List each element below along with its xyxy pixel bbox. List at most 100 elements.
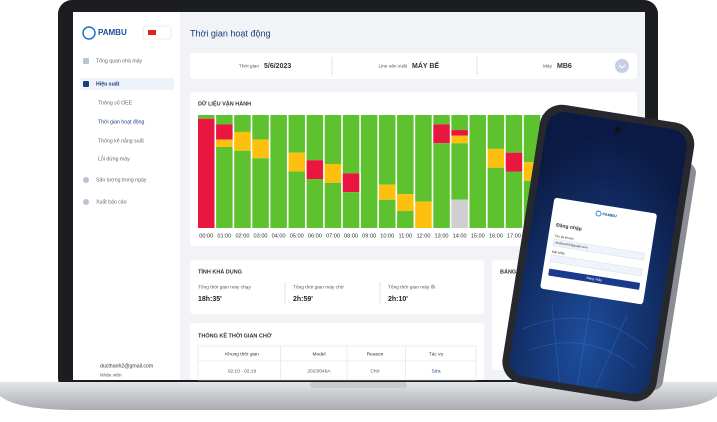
status-segment [415,201,432,228]
stat-value: 18h:35' [198,296,222,303]
status-segment [451,143,468,200]
status-segment [198,118,215,228]
status-segment [433,115,450,125]
filter-label: Line sản xuất [378,63,407,69]
status-segment [397,194,414,212]
stat-value: 2h:10' [388,296,408,303]
login-heading: Đăng nhập [556,222,582,232]
hour-label: 13:00 [435,233,449,239]
sidebar: PAMBU Tổng quan nhà máy Hiệu suất Thông số… [73,12,180,380]
status-segment [288,152,305,172]
language-select[interactable] [142,25,172,40]
filter-value[interactable]: 5/6/2023 [264,63,291,70]
hour-label: 01:00 [217,233,231,239]
status-segment [487,167,505,228]
hour-label: 14:00 [453,233,467,239]
hour-label: 11:00 [399,233,413,239]
stat-label: Tổng thời gian máy chờ [293,283,344,290]
sidebar-bg [73,12,180,380]
username-input[interactable] [552,238,646,261]
hour-label: 05:00 [290,233,304,239]
stat-value: 2h:59' [293,296,313,303]
status-segment [397,115,414,195]
column-header: Model [312,351,325,357]
menu-icon [83,58,89,64]
table-cell[interactable]: Sửa [431,367,440,374]
user-email: ducthanh2@gmail.com [100,363,153,369]
status-segment [379,115,396,185]
submenu-item[interactable]: Thời gian hoạt động [98,119,144,125]
status-segment [216,124,233,140]
status-segment [216,139,233,148]
menu-active-bg [80,78,174,90]
status-segment [306,115,324,161]
status-segment [451,199,468,228]
status-segment [433,124,450,144]
status-segment [451,115,468,131]
status-segment [487,148,505,168]
password-input[interactable] [550,254,643,277]
filter-value[interactable]: MÁY BẾ [412,60,439,70]
camera [614,126,621,133]
status-segment [234,131,251,151]
status-segment [324,115,342,164]
hour-label: 17:00 [507,233,521,239]
logo-icon [595,210,602,217]
status-segment [234,115,251,132]
hour-label: 07:00 [326,233,340,239]
menu-item[interactable]: Hiệu suất [96,80,120,87]
card-title: BẢNG PHÂ [500,268,529,275]
card-title: TÌNH KHẢ DỤNG [198,267,242,275]
status-segment [415,115,432,202]
table-border [197,345,477,381]
submenu-item[interactable]: Thống kê năng suất [98,138,144,144]
card-title: THỐNG KÊ THỜI GIAN CHỜ [198,331,272,339]
status-segment [487,115,505,149]
filter-card [190,53,637,79]
filter-value[interactable]: MB6 [557,63,572,70]
status-segment [288,115,305,153]
hour-label: 09:00 [362,233,376,239]
status-segment [270,115,287,228]
hour-label: 08:00 [344,233,358,239]
table-cell: 02:10 - 02:19 [228,368,257,374]
hour-label: 16:00 [489,233,503,239]
flag [148,30,156,35]
status-segment [216,115,233,125]
availability-card [190,260,484,314]
column-header: Tác vụ [429,351,444,357]
status-segment [505,171,523,228]
submenu-item[interactable]: Thông số OEE [98,100,133,106]
laptop-base [0,382,717,410]
waiting-card [190,323,484,380]
submenu-item[interactable]: Lỗi dừng máy [98,155,130,162]
status-segment [397,211,414,228]
status-segment [324,163,342,183]
status-segment [252,158,269,228]
hour-label: 04:00 [272,233,286,239]
status-segment [288,171,305,228]
stat-label: Tổng thời gian máy lỗi [388,283,435,290]
status-segment [306,160,324,180]
table-cell: 2023/046A [307,368,331,374]
menu-item[interactable]: Tổng quan nhà máy [96,57,143,64]
status-segment [252,115,269,140]
status-segment [306,179,324,228]
login-button[interactable] [548,268,641,290]
logo: PAMBU [602,211,617,218]
menu-item[interactable]: Xuất báo cáo [96,199,127,205]
status-segment [505,152,523,172]
expand-button[interactable] [615,59,629,73]
chevron [618,64,626,69]
card-title: DỮ LIỆU VẬN HÀNH [198,99,251,107]
hour-label: 06:00 [308,233,322,239]
hour-label: 00:00 [199,233,213,239]
filter-label: Thời gian [239,63,260,69]
logo-icon [82,26,96,40]
input-label: Tên tài khoản [554,234,574,241]
network-graphic [522,299,649,389]
table-cell: Chờ [370,368,379,374]
menu-item[interactable]: Sản lượng trong ngày [96,177,147,183]
hour-label: 03:00 [254,233,268,239]
